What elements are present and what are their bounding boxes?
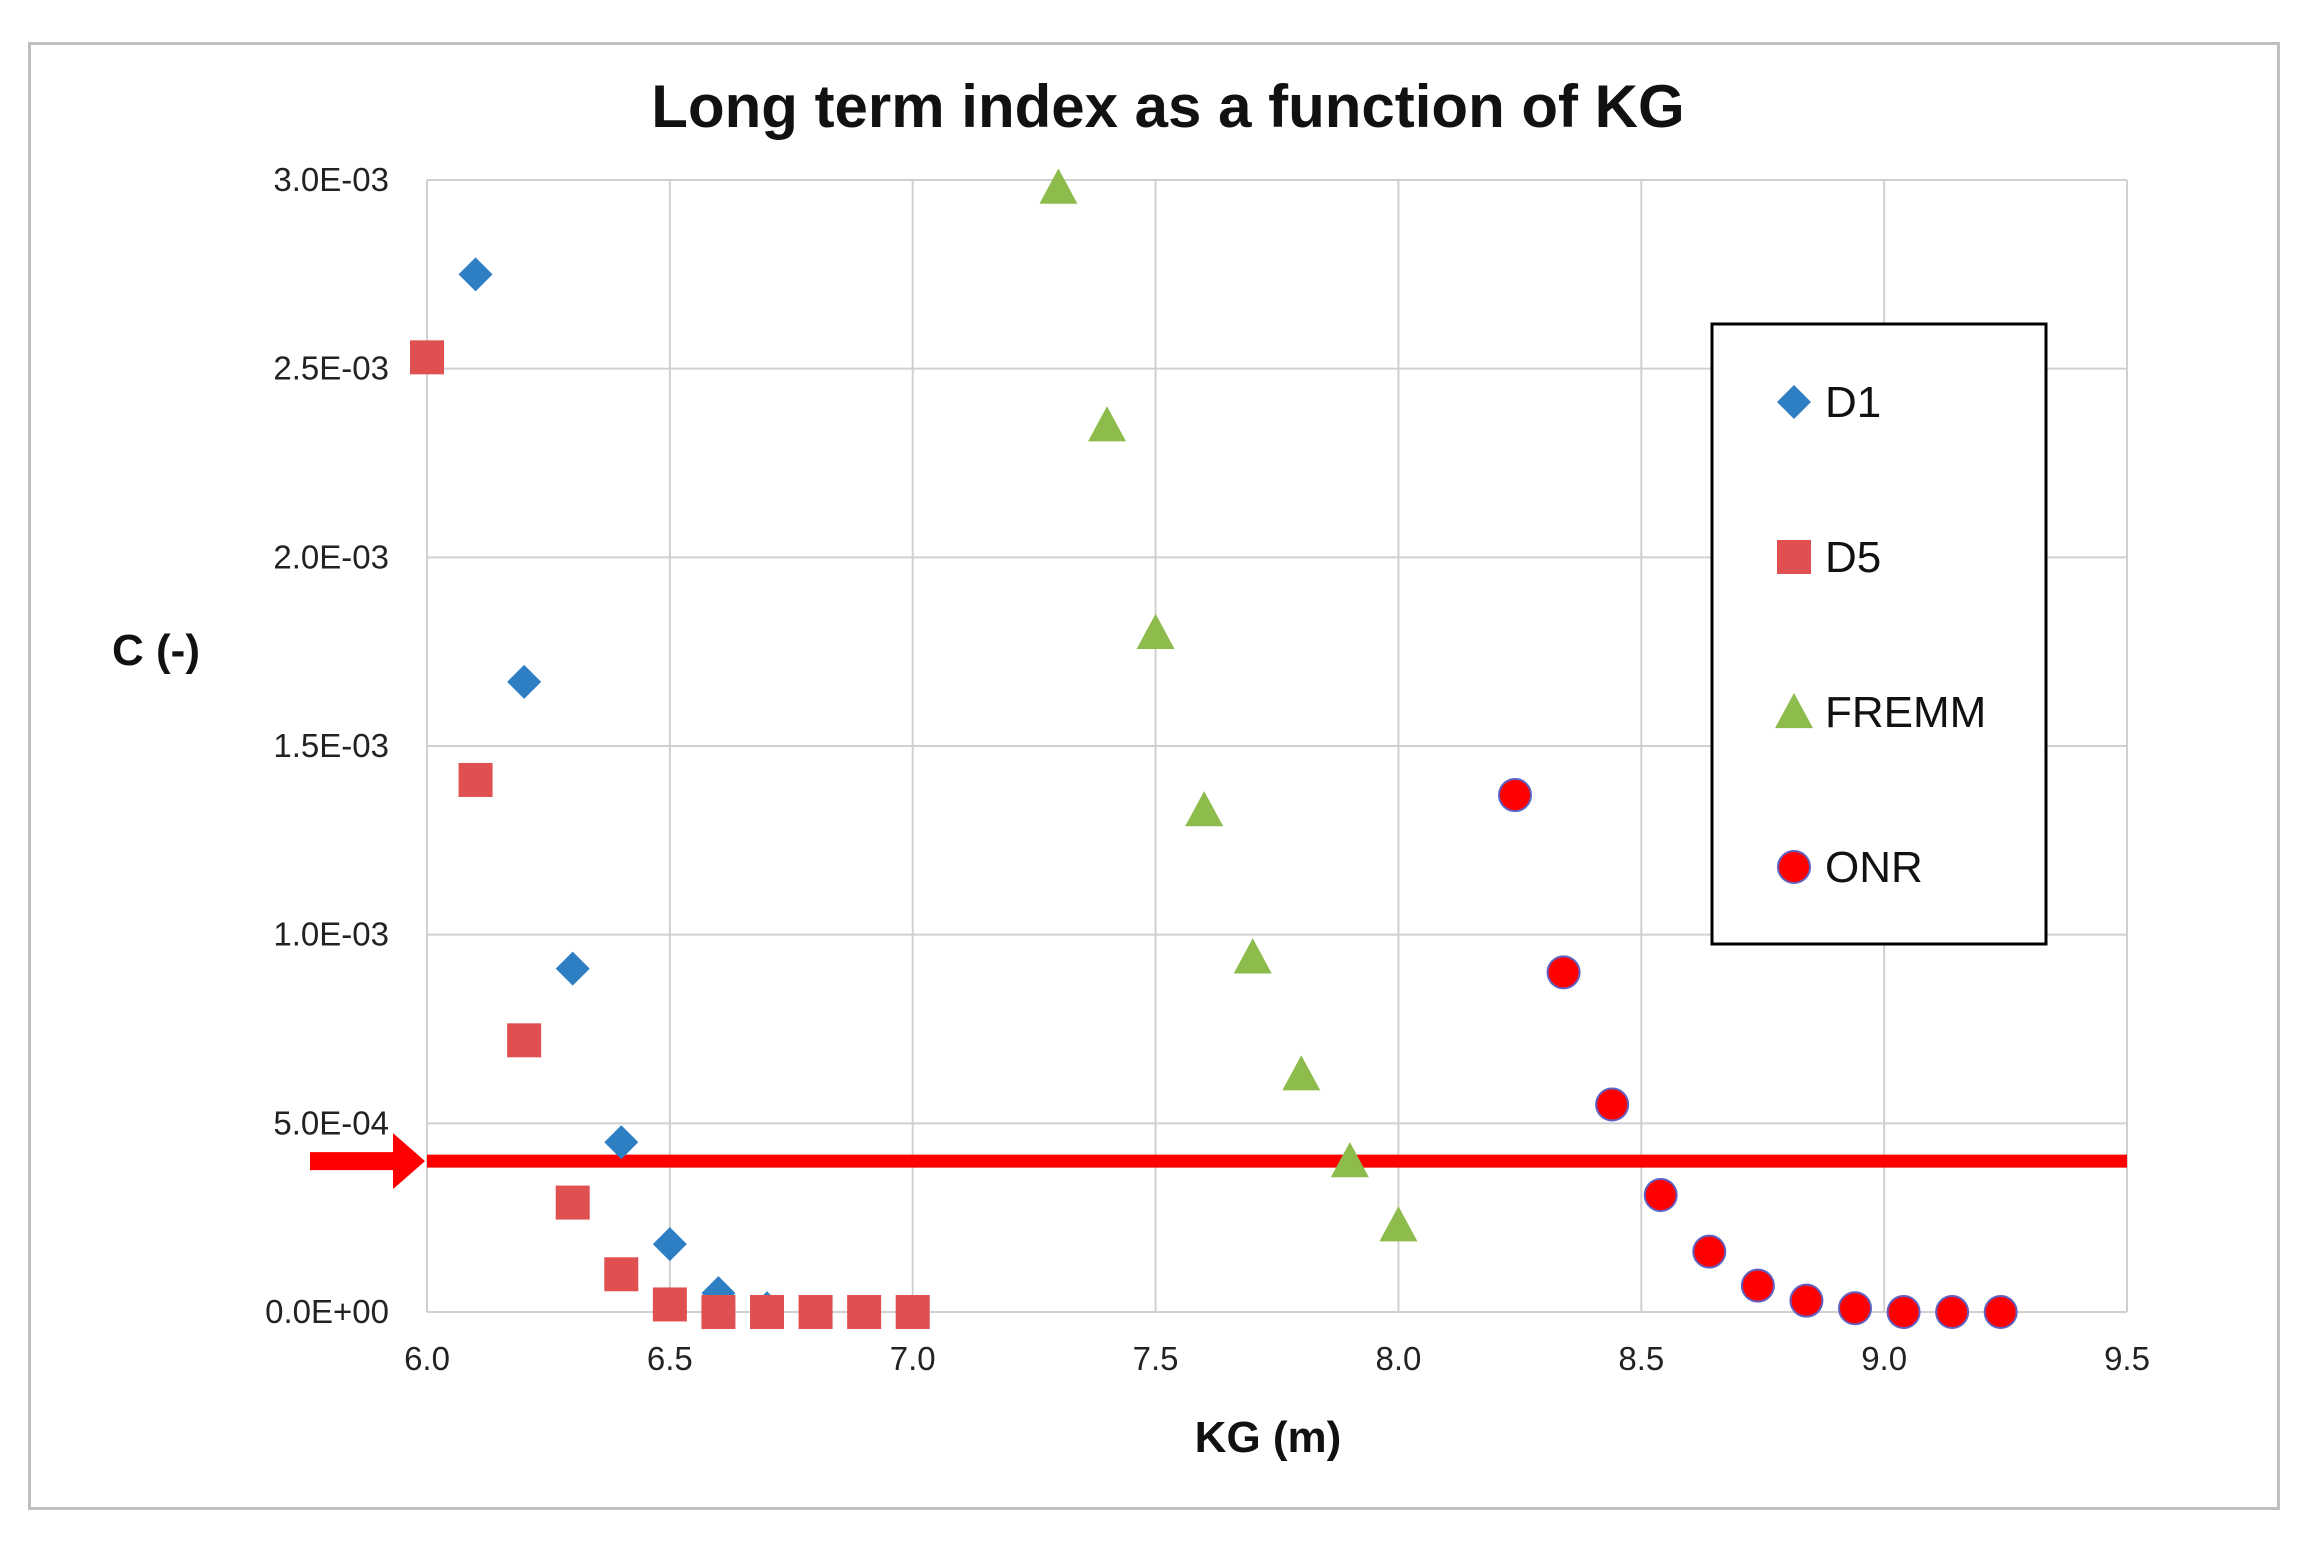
data-point-fremm [1185, 791, 1224, 827]
data-point-fremm [1088, 406, 1126, 442]
data-point-d5 [410, 340, 444, 375]
legend-marker-fremm [1775, 693, 1813, 729]
legend-item-fremm: FREMM [1775, 688, 1986, 737]
data-point-onr [1838, 1291, 1872, 1326]
data-point-onr [1595, 1087, 1630, 1122]
x-tick-label: 8.5 [1618, 1340, 1664, 1377]
data-point-onr [1935, 1295, 1970, 1329]
legend-label: ONR [1825, 843, 1923, 892]
data-point-d1 [652, 1227, 687, 1262]
chart-title: Long term index as a function of KG [651, 73, 1684, 140]
data-point-onr [1789, 1283, 1824, 1318]
x-axis-ticks: 6.0 6.5 7.0 7.5 8.0 8.5 9.0 9.5 [404, 1340, 2150, 1377]
y-tick-label: 1.0E-03 [273, 916, 389, 953]
data-point-d5 [507, 1023, 542, 1058]
data-point-fremm [1379, 1206, 1418, 1242]
x-tick-label: 8.0 [1375, 1340, 1421, 1377]
legend-label: FREMM [1825, 688, 1986, 737]
data-point-d5 [895, 1295, 930, 1329]
reference-arrow [310, 1133, 425, 1190]
series-d5 [410, 340, 930, 1329]
data-point-d1 [555, 951, 590, 986]
data-point-d5 [555, 1185, 590, 1220]
data-point-onr [1498, 778, 1532, 813]
legend-marker-onr [1777, 850, 1811, 884]
data-point-d1 [507, 664, 542, 699]
data-point-d5 [701, 1295, 736, 1329]
legend-marker-d5 [1777, 540, 1811, 574]
data-point-d5 [652, 1287, 687, 1322]
y-axis-label: C (-) [112, 626, 200, 675]
legend-marker-d1 [1777, 385, 1811, 419]
data-point-onr [1643, 1178, 1678, 1213]
data-point-fremm [1039, 168, 1078, 204]
y-tick-label: 1.5E-03 [273, 727, 389, 764]
x-tick-label: 7.5 [1133, 1340, 1179, 1377]
x-tick-label: 9.5 [2104, 1340, 2150, 1377]
reference-line-group [310, 1133, 2127, 1190]
y-tick-label: 2.0E-03 [273, 538, 389, 575]
data-point-d5 [458, 762, 493, 797]
data-point-onr [1692, 1234, 1727, 1269]
legend-label: D5 [1825, 533, 1881, 582]
y-axis-ticks: 0.0E+00 5.0E-04 1.0E-03 1.5E-03 2.0E-03 2.5E-… [265, 161, 389, 1330]
data-point-onr [1886, 1295, 1921, 1329]
x-tick-label: 6.5 [647, 1340, 693, 1377]
data-point-d5 [604, 1257, 639, 1292]
data-point-onr [1983, 1295, 2018, 1329]
data-point-onr [1546, 955, 1581, 990]
y-tick-label: 5.0E-04 [273, 1104, 389, 1141]
y-tick-label: 2.5E-03 [273, 350, 389, 387]
series-fremm [1039, 168, 1418, 1242]
legend-item-d5: D5 [1777, 533, 1881, 582]
x-tick-label: 9.0 [1861, 1340, 1907, 1377]
y-tick-label: 0.0E+00 [265, 1293, 389, 1330]
data-point-fremm [1233, 938, 1272, 974]
legend-box [1710, 322, 2048, 946]
data-series [410, 168, 2018, 1329]
data-point-d1 [458, 257, 493, 292]
legend-item-d1: D1 [1777, 378, 1881, 427]
x-axis-label: KG (m) [1195, 1413, 1342, 1462]
data-point-fremm [1282, 1055, 1321, 1091]
data-point-d1 [604, 1125, 639, 1160]
data-point-d5 [847, 1295, 882, 1329]
data-point-fremm [1136, 613, 1175, 649]
y-tick-label: 3.0E-03 [273, 161, 389, 198]
data-point-d5 [798, 1295, 833, 1329]
series-onr [1498, 778, 2018, 1329]
x-tick-label: 6.0 [404, 1340, 450, 1377]
data-point-d5 [750, 1295, 784, 1329]
legend-label: D1 [1825, 378, 1881, 427]
data-point-onr [1740, 1268, 1775, 1303]
x-tick-label: 7.0 [890, 1340, 936, 1377]
data-point-fremm [1330, 1142, 1369, 1178]
legend-item-onr: ONR [1777, 843, 1923, 892]
legend: D1 D5 FREMM ONR [1710, 322, 2048, 946]
